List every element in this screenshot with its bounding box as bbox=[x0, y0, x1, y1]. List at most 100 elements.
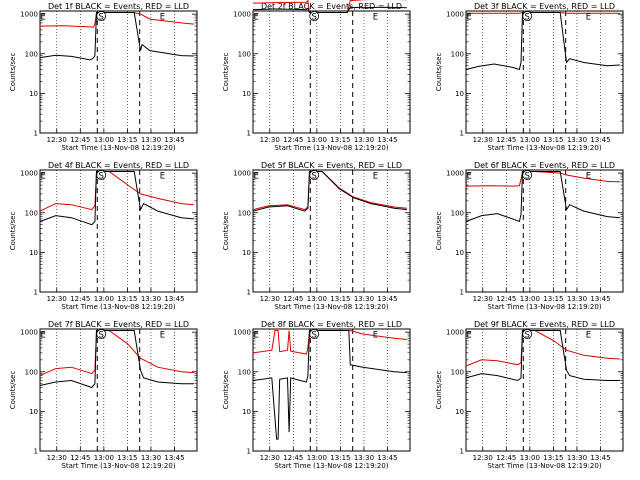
x-axis-label: Start Time (13-Nov-08 12:19:20) bbox=[487, 144, 601, 152]
y-tick-label: 10 bbox=[29, 249, 38, 257]
detector-panel-2: Det 2f BLACK = Events, RED = LLD 12:30 12:… bbox=[222, 0, 411, 152]
y-tick-label: 1 bbox=[460, 130, 464, 138]
x-tick-label: 13:00 bbox=[94, 454, 114, 462]
x-tick-label: 13:30 bbox=[354, 454, 374, 462]
x-tick-label: 13:00 bbox=[307, 136, 327, 144]
interval-marker: E bbox=[466, 172, 471, 182]
x-tick-label: 13:15 bbox=[543, 295, 563, 303]
x-tick-label: 13:00 bbox=[520, 295, 540, 303]
y-tick-label: 100 bbox=[451, 50, 464, 58]
y-tick-label: 100 bbox=[451, 209, 464, 217]
interval-marker: S bbox=[525, 13, 530, 23]
interval-marker: S bbox=[99, 172, 104, 182]
x-tick-label: 12:45 bbox=[496, 295, 516, 303]
interval-marker: E bbox=[160, 331, 165, 341]
detector-panel-1: Det 1f BLACK = Events, RED = LLD 12:30 12:… bbox=[9, 2, 198, 152]
interval-marker: E bbox=[40, 331, 45, 341]
y-tick-label: 100 bbox=[25, 50, 38, 58]
panel-title: Det 8f BLACK = Events, RED = LLD bbox=[261, 320, 402, 329]
interval-marker: S bbox=[99, 13, 104, 23]
series-line-events bbox=[465, 330, 620, 382]
x-tick-label: 13:00 bbox=[94, 295, 114, 303]
x-axis-label: Start Time (13-Nov-08 12:19:20) bbox=[274, 303, 388, 311]
interval-marker: E bbox=[253, 172, 258, 182]
plot-frame bbox=[465, 328, 624, 452]
marker-circle bbox=[522, 329, 533, 339]
y-axis-label: Counts/sec bbox=[435, 212, 443, 251]
x-tick-label: 12:45 bbox=[496, 454, 516, 462]
y-axis-label: Counts/sec bbox=[435, 53, 443, 92]
x-tick-label: 13:15 bbox=[330, 136, 350, 144]
y-tick-label: 1000 bbox=[233, 170, 251, 178]
series-line-events bbox=[39, 171, 194, 226]
interval-marker: E bbox=[466, 13, 471, 23]
marker-circle bbox=[96, 329, 107, 339]
series-line-lld bbox=[39, 171, 194, 212]
x-tick-label: 13:00 bbox=[94, 136, 114, 144]
interval-marker: E bbox=[160, 172, 165, 182]
interval-marker: E bbox=[586, 172, 591, 182]
interval-marker: S bbox=[312, 172, 317, 182]
x-tick-label: 12:45 bbox=[70, 454, 90, 462]
x-tick-label: 13:00 bbox=[520, 454, 540, 462]
x-axis-label: Start Time (13-Nov-08 12:19:20) bbox=[61, 303, 175, 311]
interval-marker: E bbox=[586, 13, 591, 23]
marker-circle bbox=[522, 11, 533, 21]
detector-panel-3: Det 3f BLACK = Events, RED = LLD 12:30 12:… bbox=[435, 2, 624, 152]
x-tick-label: 12:30 bbox=[260, 295, 280, 303]
x-tick-label: 13:15 bbox=[543, 454, 563, 462]
y-tick-label: 1000 bbox=[446, 11, 464, 19]
detector-panel-8: Det 8f BLACK = Events, RED = LLD 12:30 12:… bbox=[222, 320, 411, 470]
x-tick-label: 13:00 bbox=[307, 295, 327, 303]
y-axis-label: Counts/sec bbox=[9, 212, 17, 251]
y-tick-label: 1 bbox=[247, 289, 251, 297]
x-axis-label: Start Time (13-Nov-08 12:19:20) bbox=[274, 144, 388, 152]
interval-marker: S bbox=[525, 331, 530, 341]
x-tick-label: 13:45 bbox=[377, 454, 397, 462]
y-tick-label: 10 bbox=[242, 90, 251, 98]
panel-title: Det 2f BLACK = Events, RED = LLD bbox=[261, 2, 402, 11]
interval-marker: E bbox=[373, 13, 378, 23]
y-tick-label: 100 bbox=[451, 368, 464, 376]
plot-frame bbox=[39, 328, 198, 452]
x-tick-label: 12:30 bbox=[47, 295, 67, 303]
x-tick-label: 13:45 bbox=[164, 454, 184, 462]
x-tick-label: 12:45 bbox=[496, 136, 516, 144]
plot-frame bbox=[39, 169, 198, 293]
interval-marker: E bbox=[373, 172, 378, 182]
y-tick-label: 10 bbox=[29, 90, 38, 98]
series-line-events bbox=[39, 330, 194, 389]
x-tick-label: 13:15 bbox=[543, 136, 563, 144]
y-tick-label: 10 bbox=[29, 408, 38, 416]
y-tick-label: 10 bbox=[242, 249, 251, 257]
x-tick-label: 13:30 bbox=[141, 454, 161, 462]
series-line-events bbox=[252, 6, 407, 13]
x-tick-label: 12:30 bbox=[260, 454, 280, 462]
panel-title: Det 1f BLACK = Events, RED = LLD bbox=[48, 2, 189, 11]
x-tick-label: 13:15 bbox=[330, 295, 350, 303]
marker-circle bbox=[309, 170, 320, 180]
detector-panel-9: Det 9f BLACK = Events, RED = LLD 12:30 12:… bbox=[435, 320, 624, 470]
x-tick-label: 12:30 bbox=[47, 136, 67, 144]
x-tick-label: 12:30 bbox=[473, 295, 493, 303]
y-tick-label: 1000 bbox=[446, 329, 464, 337]
marker-circle bbox=[309, 11, 320, 21]
detector-panel-7: Det 7f BLACK = Events, RED = LLD 12:30 12:… bbox=[9, 320, 198, 470]
series-line-lld bbox=[465, 171, 620, 187]
y-tick-label: 1 bbox=[247, 130, 251, 138]
x-tick-label: 13:30 bbox=[354, 136, 374, 144]
detector-panel-5: Det 5f BLACK = Events, RED = LLD 12:30 12:… bbox=[222, 161, 411, 311]
y-tick-label: 100 bbox=[238, 50, 251, 58]
y-tick-label: 1000 bbox=[233, 11, 251, 19]
series-line-events bbox=[39, 12, 194, 61]
plot-frame bbox=[465, 10, 624, 134]
x-tick-label: 12:30 bbox=[473, 136, 493, 144]
plot-frame bbox=[465, 169, 624, 293]
series-line-lld bbox=[252, 171, 407, 211]
x-tick-label: 13:15 bbox=[117, 295, 137, 303]
x-tick-label: 13:30 bbox=[567, 295, 587, 303]
y-tick-label: 1 bbox=[460, 448, 464, 456]
x-tick-label: 12:45 bbox=[283, 136, 303, 144]
interval-marker: S bbox=[312, 331, 317, 341]
interval-marker: E bbox=[40, 13, 45, 23]
